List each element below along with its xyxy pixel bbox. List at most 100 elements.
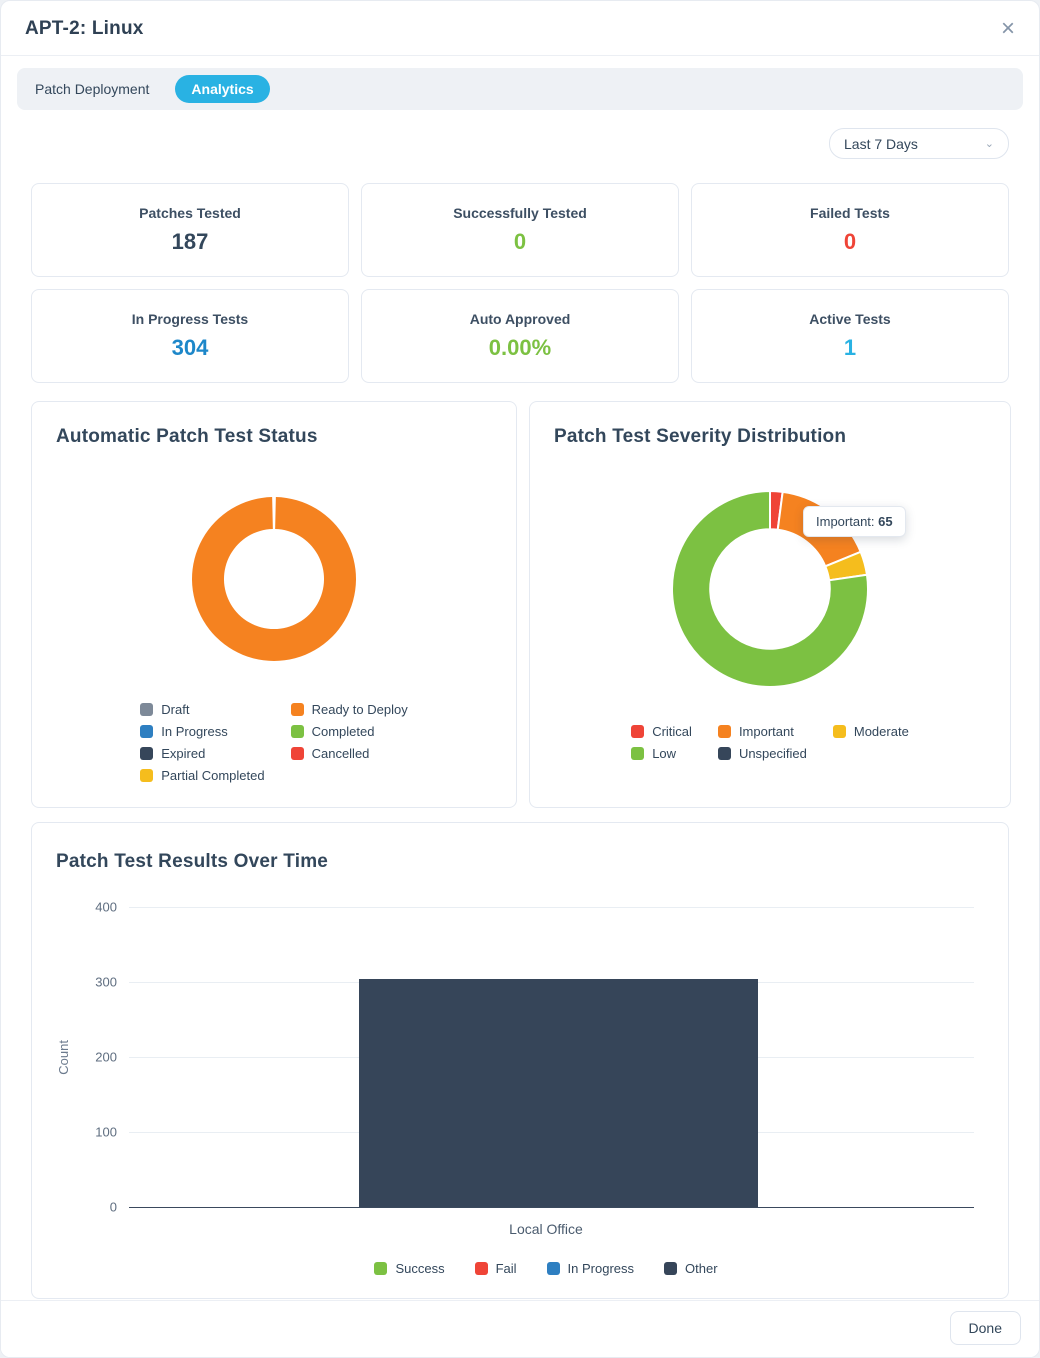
stat-value: 1 <box>843 335 857 360</box>
y-axis-label: Count <box>56 1039 71 1075</box>
charts-row: Automatic Patch Test Status Draft Ready t… <box>17 383 1023 808</box>
legend-swatch <box>832 725 846 738</box>
y-tick-label: 400 <box>95 899 117 915</box>
legend-label: Partial Completed <box>161 768 265 783</box>
legend-item-fail[interactable]: Fail <box>474 1261 517 1276</box>
stat-label: Failed Tests <box>810 205 890 221</box>
gridline <box>129 907 974 908</box>
results-chart-card: Patch Test Results Over Time Count 400 30… <box>31 822 1009 1299</box>
legend-item-draft[interactable]: Draft <box>140 702 264 717</box>
legend-item-other[interactable]: Other <box>664 1261 718 1276</box>
stat-card-successfully-tested: Successfully Tested 0 <box>361 183 679 277</box>
legend-label: Low <box>652 746 677 761</box>
stat-value: 0 <box>513 229 527 254</box>
results-bar-chart[interactable]: Count 400 300 200 100 0 <box>56 900 984 1215</box>
legend-label: Moderate <box>853 724 909 739</box>
legend-item-important[interactable]: Important <box>717 724 807 739</box>
legend-item-in-progress[interactable]: In Progress <box>140 724 264 739</box>
results-chart-title: Patch Test Results Over Time <box>56 851 329 872</box>
stat-value: 0.00% <box>488 335 552 360</box>
legend-swatch <box>631 725 645 738</box>
legend-item-expired[interactable]: Expired <box>140 746 264 761</box>
modal-footer: Done <box>1 1300 1039 1357</box>
stat-card-in-progress-tests: In Progress Tests 304 <box>31 289 349 383</box>
stat-card-auto-approved: Auto Approved 0.00% <box>361 289 679 383</box>
legend-swatch <box>140 769 154 782</box>
severity-chart-tooltip: Important: 65 <box>803 506 906 537</box>
status-chart-legend: Draft Ready to Deploy In Progress Completed… <box>56 702 492 783</box>
status-donut-svg <box>191 496 357 662</box>
filter-row: Last 7 Days ⌄ <box>17 110 1023 183</box>
legend-label: Unspecified <box>738 746 807 761</box>
legend-swatch <box>717 725 731 738</box>
stat-label: Patches Tested <box>139 205 241 221</box>
stat-card-active-tests: Active Tests 1 <box>691 289 1009 383</box>
stat-value: 187 <box>171 229 209 254</box>
legend-swatch <box>374 1262 388 1275</box>
bar-other[interactable] <box>358 979 758 1207</box>
stat-value: 304 <box>171 335 209 360</box>
tab-analytics[interactable]: Analytics <box>175 75 270 103</box>
modal-header: APT-2: Linux × <box>1 1 1039 56</box>
close-icon[interactable]: × <box>1000 15 1015 42</box>
tab-patch-deployment[interactable]: Patch Deployment <box>35 81 150 97</box>
done-button[interactable]: Done <box>949 1311 1021 1345</box>
y-tick-label: 200 <box>95 1049 117 1065</box>
legend-item-in-progress[interactable]: In Progress <box>546 1261 635 1276</box>
legend-label: Ready to Deploy <box>311 702 408 717</box>
stat-label: Auto Approved <box>469 311 571 327</box>
legend-swatch <box>664 1262 678 1275</box>
legend-label: Cancelled <box>311 746 370 761</box>
legend-swatch <box>290 725 304 738</box>
legend-item-critical[interactable]: Critical <box>631 724 692 739</box>
stat-label: In Progress Tests <box>131 311 249 327</box>
legend-label: Completed <box>311 724 375 739</box>
legend-item-ready-to-deploy[interactable]: Ready to Deploy <box>290 702 408 717</box>
legend-item-unspecified[interactable]: Unspecified <box>717 746 807 761</box>
severity-chart-legend: Critical Important Moderate Low Unspecified <box>554 724 986 761</box>
status-donut-chart[interactable] <box>191 496 357 662</box>
stat-value: 0 <box>843 229 857 254</box>
tooltip-label: Important: <box>816 514 875 529</box>
legend-swatch <box>474 1262 488 1275</box>
stat-card-patches-tested: Patches Tested 187 <box>31 183 349 277</box>
tooltip-value: 65 <box>878 514 893 529</box>
legend-item-partial-completed[interactable]: Partial Completed <box>140 768 265 783</box>
status-chart-card: Automatic Patch Test Status Draft Ready t… <box>31 401 517 808</box>
legend-swatch <box>140 747 154 760</box>
y-tick-label: 100 <box>95 1124 117 1140</box>
legend-swatch <box>631 747 645 760</box>
legend-swatch <box>290 703 304 716</box>
modal-title: APT-2: Linux <box>25 18 144 39</box>
x-axis-line <box>129 1207 974 1208</box>
legend-label: Draft <box>161 702 190 717</box>
bar-plot-area: 400 300 200 100 0 <box>95 900 974 1215</box>
date-range-value: Last 7 Days <box>844 135 918 152</box>
legend-item-completed[interactable]: Completed <box>290 724 408 739</box>
severity-donut-chart[interactable]: Important: 65 <box>671 489 906 688</box>
y-tick-label: 300 <box>95 974 117 990</box>
stat-label: Active Tests <box>809 311 891 327</box>
legend-label: Important <box>738 724 794 739</box>
legend-swatch <box>140 725 154 738</box>
date-range-select[interactable]: Last 7 Days ⌄ <box>829 128 1009 159</box>
legend-label: In Progress <box>161 724 228 739</box>
legend-item-success[interactable]: Success <box>374 1261 445 1276</box>
modal-body: Patch Deployment Analytics Last 7 Days ⌄… <box>1 56 1039 1300</box>
legend-item-cancelled[interactable]: Cancelled <box>290 746 408 761</box>
legend-item-moderate[interactable]: Moderate <box>832 724 909 739</box>
legend-label: Expired <box>161 746 206 761</box>
legend-swatch <box>546 1262 560 1275</box>
legend-item-low[interactable]: Low <box>631 746 692 761</box>
y-tick-label: 0 <box>109 1199 117 1215</box>
severity-chart-title: Patch Test Severity Distribution <box>554 426 847 447</box>
x-axis-label: Local Office <box>509 1221 583 1237</box>
results-chart-legend: Success Fail In Progress Other <box>108 1261 984 1276</box>
legend-label: Success <box>395 1261 445 1276</box>
legend-swatch <box>290 747 304 760</box>
legend-label: In Progress <box>567 1261 635 1276</box>
legend-label: Critical <box>652 724 692 739</box>
severity-chart-card: Patch Test Severity Distribution Importa… <box>529 401 1011 808</box>
stat-card-failed-tests: Failed Tests 0 <box>691 183 1009 277</box>
